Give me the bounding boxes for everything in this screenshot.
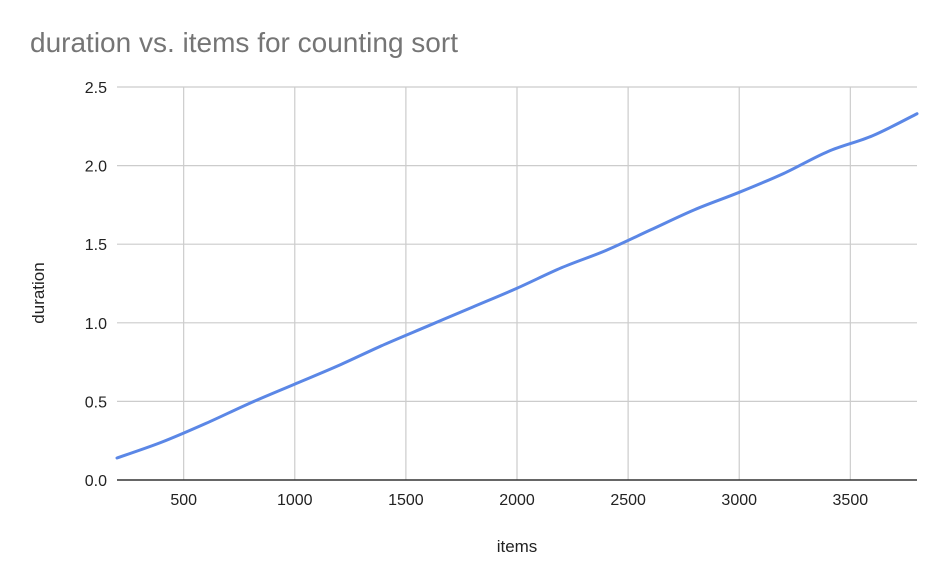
x-tick-label: 1500 xyxy=(388,492,424,509)
chart-title: duration vs. items for counting sort xyxy=(30,27,458,58)
series-line xyxy=(115,112,919,460)
y-gridlines xyxy=(117,86,917,402)
x-tick-label: 2000 xyxy=(499,492,535,509)
x-tick-label: 3000 xyxy=(721,492,757,509)
y-tick-label: 2.0 xyxy=(85,159,107,176)
x-tick-label: 2500 xyxy=(610,492,646,509)
series-group xyxy=(115,112,919,460)
y-tick-labels: 0.0 0.5 1.0 1.5 2.0 2.5 xyxy=(85,80,107,490)
y-tick-label: 0.0 xyxy=(85,473,107,490)
x-tick-label: 500 xyxy=(170,492,197,509)
x-tick-label: 3500 xyxy=(833,492,869,509)
x-tick-labels: 500 1000 1500 2000 2500 3000 3500 xyxy=(170,492,868,509)
x-axis-label: items xyxy=(497,537,538,556)
y-tick-label: 0.5 xyxy=(85,394,107,411)
y-tick-label: 1.0 xyxy=(85,316,107,333)
y-axis-label: duration xyxy=(29,262,48,323)
y-tick-label: 2.5 xyxy=(85,80,107,97)
x-gridlines xyxy=(183,87,851,480)
x-tick-label: 1000 xyxy=(277,492,313,509)
y-tick-label: 1.5 xyxy=(85,237,107,254)
